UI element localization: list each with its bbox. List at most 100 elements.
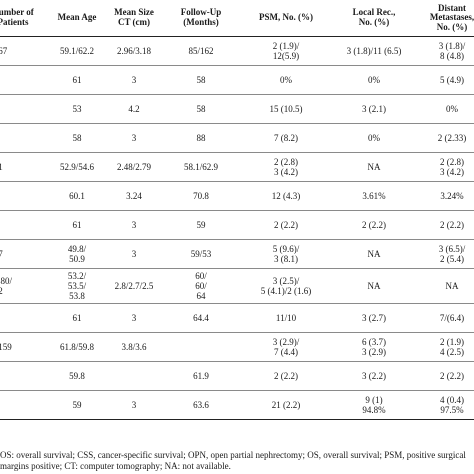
table-cell: 6 (3.7) 3 (2.9) <box>362 337 386 357</box>
table-cell: 58 <box>72 133 82 143</box>
table-cell: 58 <box>196 104 206 114</box>
column-header: Number of Patients <box>0 7 34 27</box>
table-cell: 123 <box>0 391 48 420</box>
table-cell: 2.8/2.7/2.5 <box>114 281 154 291</box>
table-cell: 63.6 <box>193 400 209 410</box>
table-cell: 59 <box>196 220 206 230</box>
table-cell: 9 (1) 94.8% <box>362 395 386 415</box>
table-cell: NA <box>445 281 459 291</box>
table-cell: 4 (0.4) 97.5% <box>440 395 464 415</box>
table-cell: 278 <box>0 182 48 211</box>
table-cell: 59.1/62.2 <box>59 46 94 56</box>
table-cell: 5 (9.6)/ 3 (8.1) <box>272 244 300 264</box>
table-cell: 64.4 <box>193 313 209 323</box>
table-cell: 3 <box>131 400 137 410</box>
table-cell: 102/ 159 <box>0 342 12 352</box>
table-cell: 90/ 37 <box>0 240 48 269</box>
table-cell: 0% <box>280 75 292 85</box>
table-body: 85/ 167 59.1/62.2 2.96/3.18 85/162 2 (1.9)/ … <box>0 37 474 420</box>
table-cell: 88 <box>196 133 206 143</box>
table-row: 90 61 3 59 2 (2.2) 2 (2.2) 2 (2.2) <box>0 211 474 240</box>
table-cell: 2 (1.9)/ 12(5.9) <box>272 41 300 61</box>
table-cell: 85/162 <box>188 46 214 56</box>
table-cell: 100 <box>0 304 48 333</box>
table-cell: 15 (10.5) <box>269 104 303 114</box>
table-cell: 3 (2.1) <box>362 104 386 114</box>
table-cell: 61 <box>72 75 82 85</box>
table-cell: 70.8 <box>193 191 209 201</box>
table-row: 278 60.1 3.24 70.8 12 (4.3) 3.61% 3.24% <box>0 182 474 211</box>
table-cell: 0% <box>368 75 380 85</box>
table-row: 86 58 3 88 7 (8.2) 0% 2 (2.33) <box>0 124 474 153</box>
table-cell: 3 (2.7) <box>362 313 386 323</box>
table-cell: 120/380/ 126/ 2 <box>0 276 13 296</box>
table-cell: 21 (2.2) <box>271 400 301 410</box>
footnote-line-1: OS: overall survival; CSS, cancer-specif… <box>0 450 466 460</box>
table-cell: 12 (4.3) <box>271 191 301 201</box>
table-cell: 3 (2.9)/ 7 (4.4) <box>272 337 300 357</box>
table-cell: 3 <box>131 313 137 323</box>
table-row: 103 61 3 58 0% 0% 5 (4.9) <box>0 66 474 95</box>
table-cell: 3 (2.5)/ 5 (4.1)/2 (1.6) <box>260 276 312 296</box>
table-cell: 4.2 <box>128 104 140 114</box>
column-header: Distant Metastases, No. (%) <box>429 2 474 32</box>
footnote-line-2: margins positive; CT: computer tomograph… <box>0 461 231 471</box>
table-cell: 5 (4.9) <box>440 75 464 85</box>
table-row: 90/ 37 49.8/ 50.9 3 59/53 5 (9.6)/ 3 (8.1) NA… <box>0 240 474 269</box>
table-cell: 60.1 <box>69 191 85 201</box>
table-row: 100 61 3 64.4 11/10 3 (2.7) 7/(6.4) <box>0 304 474 333</box>
table-row: 123 59 3 63.6 21 (2.2) 9 (1) 94.8% 4 (0.4) 97.… <box>0 391 474 420</box>
table-cell: 0% <box>368 133 380 143</box>
table-cell: 61 <box>72 220 82 230</box>
table-footnote: OS: overall survival; CSS, cancer-specif… <box>0 450 474 472</box>
table-cell: 86 <box>0 124 48 153</box>
table-cell: 59.8 <box>69 371 85 381</box>
table-cell: 2 (2.2) <box>274 371 298 381</box>
column-header: Mean Size CT (cm) <box>114 7 154 27</box>
table-cell: 100 <box>0 362 48 391</box>
table-cell: 145 <box>0 95 48 124</box>
table-cell: 71/ 71 <box>0 153 48 182</box>
table-cell: NA <box>367 249 381 259</box>
table-cell: 58.1/62.9 <box>183 162 218 172</box>
table-cell: 3 <box>131 133 137 143</box>
column-header: Follow-Up (Months) <box>180 7 222 27</box>
table-cell: 3 <box>131 75 137 85</box>
table-cell: 2 (2.2) <box>440 220 464 230</box>
column-header: Local Rec., No. (%) <box>352 7 396 27</box>
table-cell: 2 (2.8) 3 (4.2) <box>274 157 298 177</box>
data-table: Number of Patients Mean Age Mean Size CT (… <box>0 2 474 420</box>
table-cell: 61.8/59.8 <box>59 342 94 352</box>
table-cell: 3.24% <box>440 191 464 201</box>
table-row: 120/380/ 126/ 2 53.2/ 53.5/ 53.8 2.8/2.7/2… <box>0 269 474 304</box>
table-cell: 2 (1.9) 4 (2.5) <box>440 337 464 357</box>
table-row: 85/ 167 59.1/62.2 2.96/3.18 85/162 2 (1.9)/ … <box>0 37 474 66</box>
table-cell: 2.48/2.79 <box>116 162 151 172</box>
table-cell: 85/ 167 <box>0 46 8 56</box>
table-cell: 2 (2.8) 3 (4.2) <box>440 157 464 177</box>
table-cell: 2 (2.2) <box>362 220 386 230</box>
table-cell: 3 <box>131 249 137 259</box>
table-cell: 61 <box>72 313 82 323</box>
table-cell: 59 <box>72 400 82 410</box>
table-cell: 52.9/54.6 <box>59 162 94 172</box>
table-cell: 3 <box>131 220 137 230</box>
table-cell: 3.8/3.6 <box>121 342 147 352</box>
table-cell: 59/53 <box>190 249 212 259</box>
table-row: 145 53 4.2 58 15 (10.5) 3 (2.1) 0% <box>0 95 474 124</box>
table-cell: 7/(6.4) <box>439 313 465 323</box>
table-cell: 11/10 <box>275 313 297 323</box>
table-cell: 60/ 60/ 64 <box>195 271 207 301</box>
table-cell: 61.9 <box>193 371 209 381</box>
table-cell: 103 <box>0 66 48 95</box>
table-cell <box>162 333 240 362</box>
table-row: 102/ 159 61.8/59.8 3.8/3.6 3 (2.9)/ 7 (4.4)… <box>0 333 474 362</box>
table-cell: 2.96/3.18 <box>116 46 151 56</box>
table-cell: 2 (2.2) <box>274 220 298 230</box>
column-header: Mean Age <box>57 12 97 23</box>
column-header: PSM, No. (%) <box>259 12 313 23</box>
table-cell: NA <box>367 281 381 291</box>
table-cell: 7 (8.2) <box>274 133 298 143</box>
table-cell: 53.2/ 53.5/ 53.8 <box>67 271 87 301</box>
